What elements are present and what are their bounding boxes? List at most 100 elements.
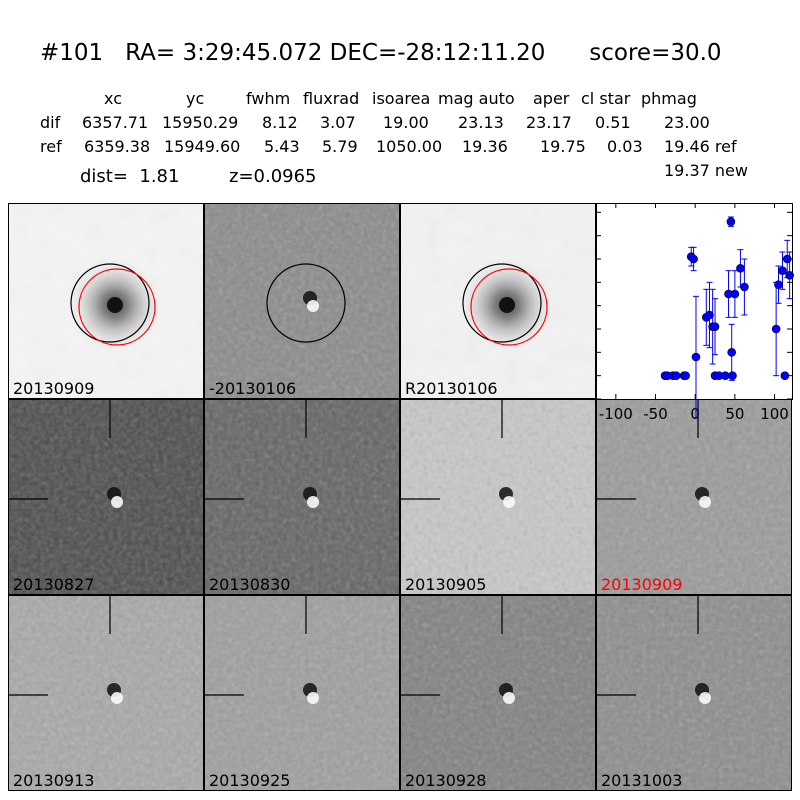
- dif-xc: 6357.71: [82, 113, 149, 132]
- stamp-panel: 20130925: [204, 595, 400, 791]
- data-point: [778, 266, 787, 275]
- stamp-noise: [9, 596, 203, 790]
- panel-date-label: 20130827: [13, 575, 95, 594]
- data-point: [671, 371, 681, 380]
- stamp-image: [9, 204, 203, 398]
- ref-fwhm: 5.43: [264, 137, 300, 156]
- source-bright-lobe: [111, 692, 123, 704]
- col-header-isoarea: isoarea: [372, 89, 431, 108]
- panel-date-label: -20130106: [209, 379, 297, 398]
- col-header-fluxrad: fluxrad: [303, 89, 360, 108]
- stamp-panel: 20130830: [204, 399, 400, 595]
- source-bright-lobe: [699, 496, 711, 508]
- data-point: [721, 371, 730, 380]
- stamp-panel: 20130928: [400, 595, 596, 791]
- ref-mag-auto: 19.36: [462, 137, 508, 156]
- row-label-ref: ref: [40, 137, 62, 156]
- panel-date-label: 20130913: [13, 771, 95, 790]
- ref-yc: 15949.60: [164, 137, 241, 156]
- source-bright-lobe: [503, 692, 515, 704]
- source-bright-lobe: [503, 496, 515, 508]
- ref-aper: 19.75: [540, 137, 586, 156]
- source-bright-lobe: [111, 496, 123, 508]
- source-bright-lobe: [307, 300, 319, 312]
- dif-fluxrad: 3.07: [320, 113, 356, 132]
- source-bright-lobe: [699, 692, 711, 704]
- stamp-image: [9, 400, 203, 594]
- plot-frame: [596, 203, 793, 400]
- data-point: [774, 280, 783, 289]
- aperture-circle-black: [70, 263, 150, 343]
- galaxy-core: [499, 297, 515, 313]
- dif-yc: 15950.29: [162, 113, 239, 132]
- dif-cl-star: 0.51: [595, 113, 631, 132]
- stamp-panel: 20130913: [8, 595, 204, 791]
- stamp-image: [205, 596, 399, 790]
- data-point: [780, 371, 790, 380]
- stamp-panel: R20130106: [400, 203, 596, 399]
- aperture-circle-red: [78, 268, 156, 346]
- stamp-image: [401, 596, 595, 790]
- stamp-image: [401, 400, 595, 594]
- candidate-title: #101 RA= 3:29:45.072 DEC=-28:12:11.20 sc…: [40, 40, 722, 66]
- data-point: [730, 289, 740, 299]
- col-header-mag-auto: mag auto: [438, 89, 515, 108]
- panel-date-label: 20131003: [601, 771, 683, 790]
- stamp-image: [205, 400, 399, 594]
- stamp-panel: 20130909: [8, 203, 204, 399]
- new-phmag: 19.37 new: [664, 161, 748, 180]
- data-point: [727, 348, 736, 357]
- data-point: [705, 310, 714, 320]
- data-point: [740, 282, 749, 292]
- stamp-noise: [9, 400, 203, 594]
- stamp-panel: 20130905: [400, 399, 596, 595]
- stamp-noise: [401, 400, 595, 594]
- col-header-fwhm: fwhm: [246, 89, 291, 108]
- stamp-image: [597, 400, 791, 594]
- source-bright-lobe: [307, 496, 319, 508]
- ref-cl-star: 0.03: [607, 137, 643, 156]
- ref-fluxrad: 5.79: [322, 137, 358, 156]
- x-tick-label: -50: [643, 405, 668, 423]
- stamp-noise: [205, 596, 399, 790]
- ref-isoarea: 1050.00: [376, 137, 443, 156]
- dif-phmag: 23.00: [664, 113, 710, 132]
- stamp-image: [401, 204, 595, 398]
- col-header-yc: yc: [186, 89, 205, 108]
- stamp-noise: [205, 204, 399, 398]
- aperture-circle-black: [266, 263, 346, 343]
- panel-date-label: 20130909: [13, 379, 95, 398]
- stamp-image: [9, 596, 203, 790]
- x-tick-label: 0: [690, 405, 700, 423]
- stamp-noise: [597, 400, 791, 594]
- galaxy-core: [107, 297, 123, 313]
- stamp-panel: 20130827: [8, 399, 204, 595]
- stamp-noise: [401, 596, 595, 790]
- data-point: [681, 371, 690, 380]
- col-header-cl-star: cl star: [581, 89, 631, 108]
- stamp-panel: 20131003: [596, 595, 792, 791]
- panel-date-label: 20130905: [405, 575, 487, 594]
- x-tick-label: -100: [599, 405, 633, 423]
- dist-value: dist= 1.81: [80, 166, 180, 187]
- dif-mag-auto: 23.13: [458, 113, 504, 132]
- dif-isoarea: 19.00: [383, 113, 429, 132]
- x-tick-label: 50: [725, 405, 744, 423]
- light-curve-chart: 22.022.523.023.524.024.525.025.526.0-100…: [596, 203, 794, 423]
- ref-xc: 6359.38: [84, 137, 151, 156]
- col-header-aper: aper: [533, 89, 570, 108]
- ref-phmag: 19.46 ref: [664, 137, 737, 156]
- x-tick-label: 100: [760, 405, 789, 423]
- dif-aper: 23.17: [526, 113, 572, 132]
- stamp-panel: -20130106: [204, 203, 400, 399]
- stamp-image: [205, 204, 399, 398]
- z-value: z=0.0965: [229, 166, 317, 187]
- stamp-noise: [205, 400, 399, 594]
- stamp-noise: [597, 596, 791, 790]
- panel-date-label: 20130925: [209, 771, 291, 790]
- stamp-image: [597, 596, 791, 790]
- data-point: [785, 271, 794, 280]
- col-header-xc: xc: [104, 89, 122, 108]
- data-point: [726, 217, 736, 226]
- col-header-phmag: phmag: [641, 89, 697, 108]
